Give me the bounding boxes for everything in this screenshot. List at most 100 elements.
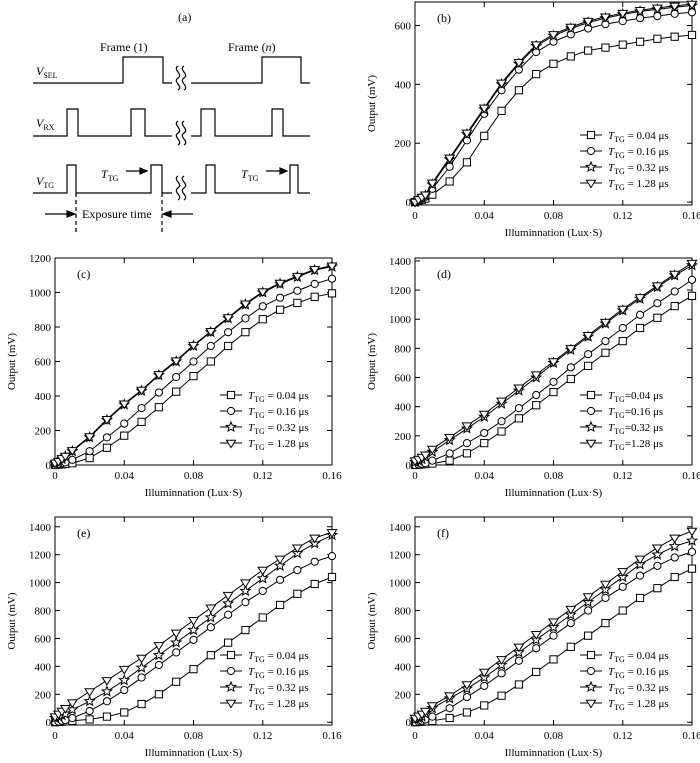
data-point-circle — [154, 388, 163, 397]
data-point-square — [549, 388, 558, 397]
data-point-triangle-down — [496, 79, 508, 89]
break-mark-rx — [175, 120, 187, 146]
data-point-circle — [120, 686, 129, 695]
data-point-triangle-down — [257, 288, 269, 298]
y-tick-label: 1200 — [389, 550, 412, 562]
data-point-square — [584, 631, 593, 640]
data-point-triangle-down — [426, 702, 438, 711]
y-tick-label: 400 — [35, 391, 52, 403]
ttg-arrowhead-2 — [279, 167, 289, 175]
data-point-triangle-down — [257, 566, 269, 576]
data-point-triangle-down — [634, 294, 646, 303]
data-point-triangle-down — [599, 318, 611, 328]
data-point-triangle-down — [565, 345, 577, 354]
data-point-circle — [68, 713, 77, 723]
y-tick-label: 0 — [46, 717, 52, 729]
data-point-triangle-down — [419, 191, 431, 201]
data-point-triangle-down — [617, 9, 629, 19]
signal-label-vtg: VTG — [36, 174, 54, 190]
data-point-square — [635, 37, 645, 46]
data-point-square — [618, 40, 627, 49]
data-point-square — [462, 158, 472, 167]
y-tick-label: 1000 — [29, 578, 52, 590]
legend-marker-star — [584, 420, 598, 433]
data-point-star — [222, 597, 235, 609]
break-mark-tg — [175, 175, 187, 201]
data-point-triangle-down — [669, 534, 681, 544]
data-point-square — [85, 715, 94, 724]
data-point-square — [584, 46, 593, 55]
data-point-star — [83, 694, 96, 707]
data-point-triangle-down — [686, 527, 698, 537]
legend-entry: TTG=0.32 μs — [608, 422, 663, 436]
chart-panel-d: (d) 0 0.04 0.08 0.12 0.16 0 200 400 600 800 1000 120… — [366, 256, 700, 499]
x-tick-label: 0.08 — [184, 730, 204, 742]
y-tick-label: 800 — [395, 606, 412, 618]
data-point-circle — [584, 350, 593, 359]
data-point-triangle-down — [513, 384, 525, 394]
x-tick-label: 0.04 — [115, 730, 135, 742]
data-point-square — [480, 439, 489, 448]
data-point-square — [687, 30, 697, 40]
data-point-triangle-down — [170, 629, 182, 639]
data-point-square — [224, 341, 233, 351]
data-point-circle — [241, 598, 250, 607]
data-point-circle — [327, 551, 337, 561]
data-point-triangle-down — [426, 445, 438, 455]
data-point-triangle-down — [444, 154, 456, 164]
data-point-triangle-down — [59, 452, 71, 462]
data-point-star — [256, 572, 269, 584]
data-point-square — [514, 680, 523, 689]
data-point-triangle-down — [651, 282, 663, 292]
data-point-triangle-down — [136, 654, 148, 664]
legend-marker-triangle-down — [585, 179, 597, 189]
data-point-circle — [241, 314, 250, 323]
data-point-circle — [584, 606, 593, 615]
legend-entry: TTG=1.28 μs — [608, 438, 663, 452]
panel-label-a: (a) — [178, 10, 191, 24]
data-point-square — [154, 403, 163, 412]
data-point-circle — [224, 328, 233, 337]
panel-label: (f) — [437, 526, 449, 540]
data-point-square — [137, 417, 146, 426]
data-point-circle — [497, 669, 506, 678]
legend-marker-square — [586, 130, 596, 140]
y-tick-label: 0 — [406, 197, 412, 209]
data-point-triangle-down — [291, 544, 303, 554]
data-point-triangle-down — [582, 17, 594, 27]
data-point-circle — [189, 357, 198, 366]
ttg-label-2: TTG — [241, 167, 259, 183]
x-tick-label: 0.08 — [184, 470, 204, 482]
x-tick-label: 0.16 — [322, 730, 342, 742]
legend-entry: TTG=0.04 μs — [608, 390, 663, 404]
data-point-circle — [635, 571, 645, 580]
data-point-circle — [172, 648, 181, 657]
data-point-square — [670, 572, 679, 582]
data-point-circle — [618, 582, 627, 591]
data-point-square — [293, 298, 302, 307]
x-tick-label: 0.12 — [613, 210, 632, 222]
data-point-square — [670, 302, 679, 311]
legend-marker-star — [224, 680, 238, 693]
x-axis-label: Illuminnation (Lux·S) — [145, 747, 243, 759]
data-point-triangle-down — [496, 397, 508, 407]
data-point-triangle-down — [84, 433, 96, 443]
frame-nth-label: Frame (n) — [228, 40, 276, 54]
y-tick-label: 200 — [395, 689, 412, 701]
data-point-square — [566, 52, 575, 61]
data-point-triangle-down — [530, 631, 542, 640]
legend-marker-star — [584, 160, 598, 173]
y-axis-label: Output (mV) — [6, 333, 18, 390]
x-tick-label: 0.04 — [475, 730, 495, 742]
data-point-circle — [137, 403, 146, 413]
data-point-circle — [653, 299, 662, 308]
y-tick-label: 1200 — [29, 253, 52, 265]
data-point-triangle-down — [478, 410, 490, 420]
y-axis-label: Output (mV) — [6, 592, 18, 649]
data-point-square — [601, 43, 610, 52]
legend-marker-star — [584, 680, 598, 693]
data-point-triangle-down — [565, 23, 577, 33]
y-tick-label: 400 — [395, 402, 412, 414]
data-point-triangle-down — [582, 332, 594, 341]
data-point-square — [172, 387, 181, 396]
